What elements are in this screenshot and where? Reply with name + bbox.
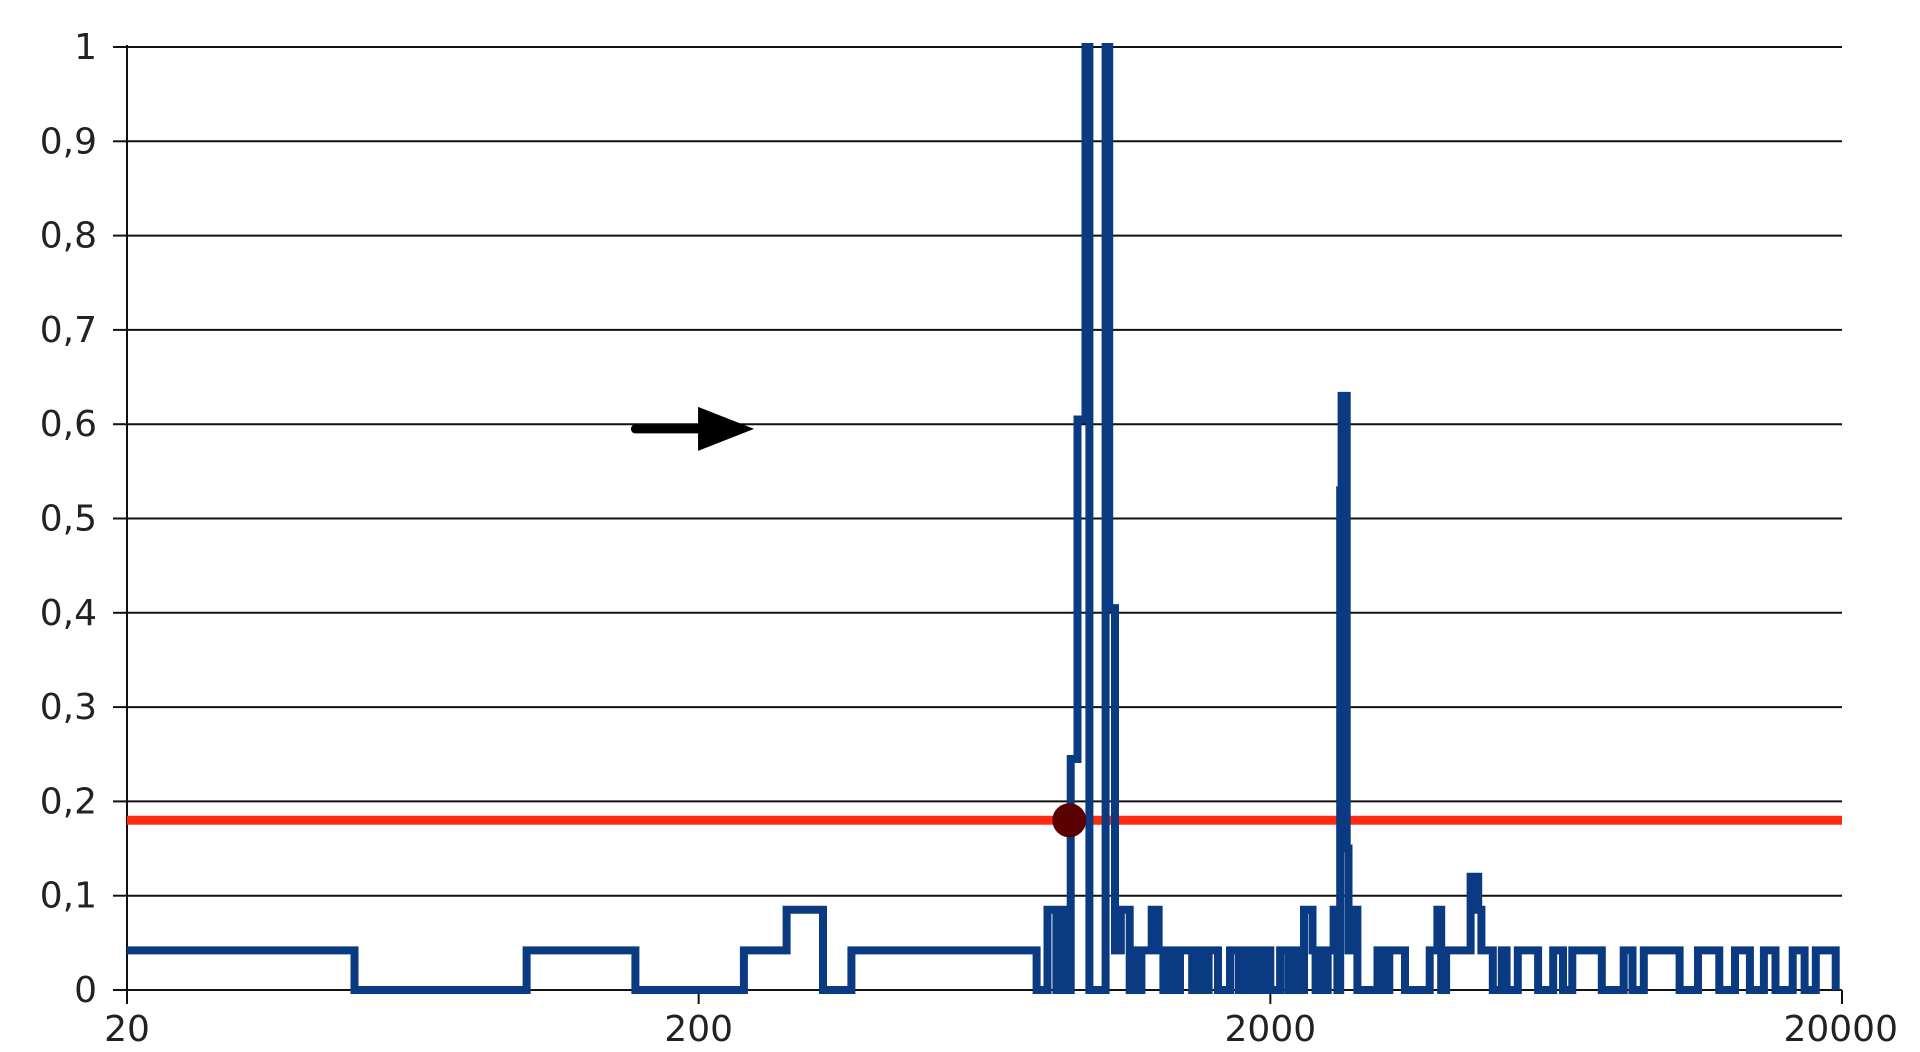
y-tick-label-3: 0,3	[40, 687, 97, 728]
y-tick-label-2: 0,2	[40, 781, 97, 822]
y-tick-label-1: 0,1	[40, 876, 97, 917]
y-tick-label-0: 0	[74, 970, 97, 1011]
arrow-head	[698, 406, 755, 451]
y-tick-label-10: 1	[74, 27, 97, 68]
x-tick-labels: 20 200 2000 20000	[104, 1009, 1898, 1050]
x-tick-label-2: 2000	[1225, 1009, 1317, 1050]
y-tick-labels: 0 0,1 0,2 0,3 0,4 0,5 0,6 0,7 0,8 0,9 1	[40, 27, 97, 1011]
grid-lines	[127, 46, 1842, 897]
y-tick-label-4: 0,4	[40, 593, 97, 634]
annotations	[630, 406, 1087, 838]
series-line-0	[127, 43, 1840, 994]
y-tick-label-5: 0,5	[40, 499, 97, 540]
intersection-marker	[1052, 803, 1087, 838]
y-tick-label-7: 0,7	[40, 310, 97, 351]
x-tick-label-3: 20000	[1783, 1009, 1898, 1050]
y-tick-label-8: 0,8	[40, 216, 97, 257]
x-tick-label-1: 200	[664, 1009, 733, 1050]
x-tick-label-0: 20	[104, 1009, 150, 1050]
axes	[113, 45, 1843, 1004]
series-layer	[127, 43, 1842, 994]
y-tick-label-6: 0,6	[40, 404, 97, 445]
y-tick-label-9: 0,9	[40, 121, 97, 162]
